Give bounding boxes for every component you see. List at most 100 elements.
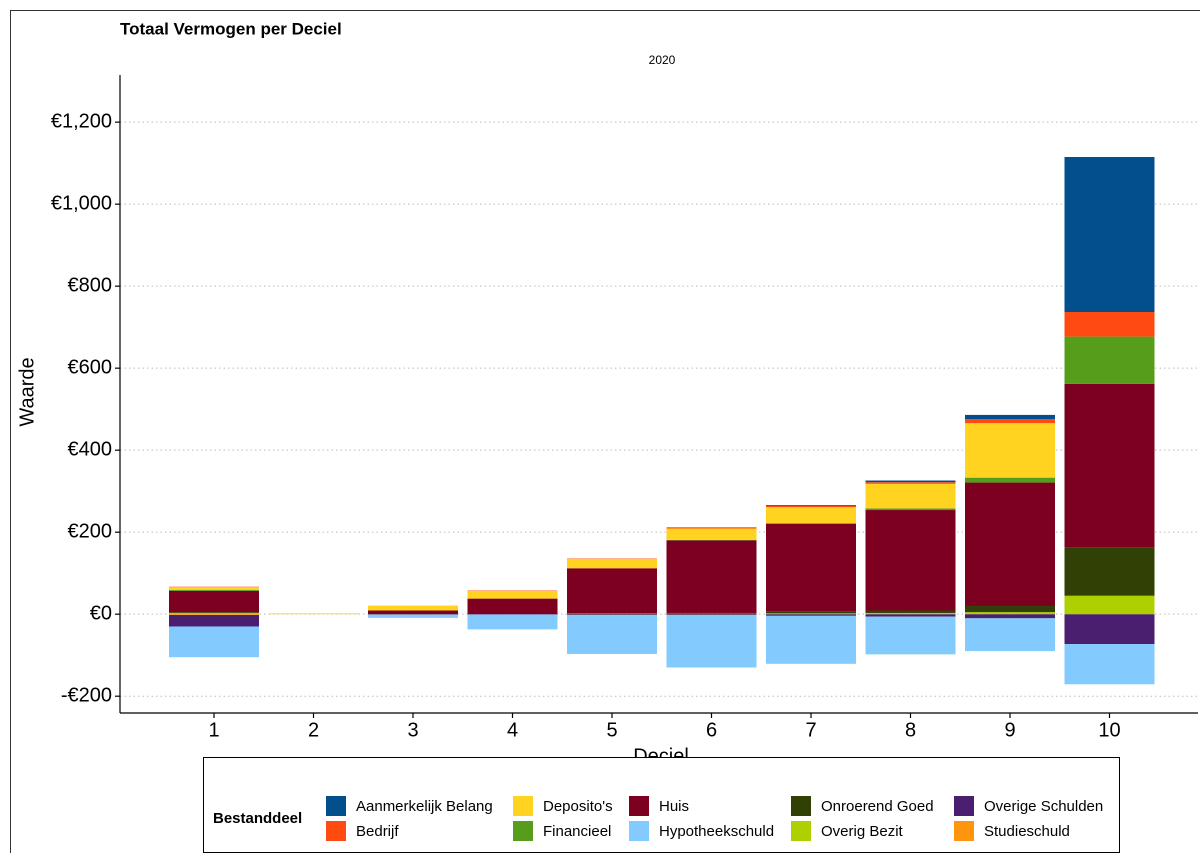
bar-segment [666,612,757,614]
bar-segment [567,558,657,569]
legend-key [629,821,649,841]
legend-key [513,796,533,816]
bar-segment [865,510,956,611]
legend-label: Overige Schulden [984,798,1103,815]
bar-segment [766,611,856,614]
bar-segment [965,614,1055,619]
bar-segment [1064,595,1155,615]
x-tick-label: 8 [905,719,916,741]
y-axis-label: Waarde [16,357,38,426]
bar-segment [368,614,458,618]
legend-label: Deposito's [543,798,613,815]
bar-segment [865,480,956,483]
bar-segment [965,477,1055,483]
bar-segment [169,612,259,615]
y-tick-label: €400 [68,438,113,460]
bar-segment [865,616,956,655]
y-tick-label: €1,200 [51,110,112,132]
y-tick-label: -€200 [61,684,112,706]
chart-title: Totaal Vermogen per Deciel [120,19,342,38]
bar-segment [1064,336,1155,384]
bar-segment [1064,157,1155,312]
legend-label: Bedrijf [356,823,399,840]
bar-segment [467,614,558,630]
bar-segment [766,614,856,616]
bar-segment [965,419,1055,424]
y-tick-label: €600 [68,356,113,378]
bar-segment [467,590,558,599]
x-tick-label: 1 [208,719,219,741]
bar-segment [169,589,259,591]
legend-label: Financieel [543,823,611,840]
bar-segment [766,505,856,506]
bar-segment [666,527,757,529]
bar-segment [965,612,1055,615]
bar-segment [865,483,956,509]
legend-key [629,796,649,816]
bar-segment [666,540,757,613]
legend-label: Huis [659,798,689,815]
bar-segment [169,614,259,616]
bar-segment [865,610,956,613]
x-tick-label: 4 [507,719,518,741]
bar-segment [1064,644,1155,685]
bar-segment [169,626,259,658]
bar-segment [169,615,259,627]
bar-segment [567,615,657,654]
bar-segment [766,615,856,664]
bar-segment [666,615,757,668]
bar-segment [1064,311,1155,337]
bar-segment [865,614,956,617]
legend-label: Aanmerkelijk Belang [356,798,493,815]
bar-segment [865,508,956,511]
bar-segment [467,598,558,615]
legend-title: Bestanddeel [213,810,302,827]
bar-segment [965,618,1055,652]
bar-segment [766,505,856,508]
x-tick-label: 5 [606,719,617,741]
bar-segment [368,605,458,611]
legend-label: Onroerend Goed [821,798,934,815]
bar-segment [567,568,657,614]
bar-segment [268,613,359,615]
legend-key [326,821,346,841]
y-tick-label: €0 [90,602,112,624]
bar-segment [666,614,757,616]
legend-label: Overig Bezit [821,823,904,840]
bar-segment [368,610,458,615]
bar-segment [965,482,1055,606]
bar-segment [169,587,259,590]
bar-segment [965,423,1055,478]
legend-key [954,796,974,816]
legend-key [513,821,533,841]
legend-key [791,821,811,841]
bar-segment [865,612,956,615]
bar-segment [766,507,856,524]
bar-segment [666,528,757,540]
x-tick-label: 3 [407,719,418,741]
bar-segment [1064,614,1155,645]
bar-segment [169,590,259,613]
bar-segment [766,613,856,615]
bar-segment [1064,383,1155,548]
legend-key [954,821,974,841]
bar-segment [567,614,657,616]
bar-segment [965,414,1055,420]
x-tick-label: 10 [1098,719,1120,741]
frame [10,10,1200,853]
chart-subtitle: 2020 [649,53,676,67]
bar-segment [766,523,856,524]
x-tick-label: 9 [1004,719,1015,741]
bar-segment [766,523,856,612]
y-tick-label: €1,000 [51,192,112,214]
legend-label: Hypotheekschuld [659,823,774,840]
bar-segment [169,612,259,613]
legend-label: Studieschuld [984,823,1070,840]
x-tick-label: 7 [805,719,816,741]
y-tick-label: €200 [68,520,113,542]
bar-segment [865,482,956,484]
legend-key [791,796,811,816]
legend-key [326,796,346,816]
x-tick-label: 2 [308,719,319,741]
